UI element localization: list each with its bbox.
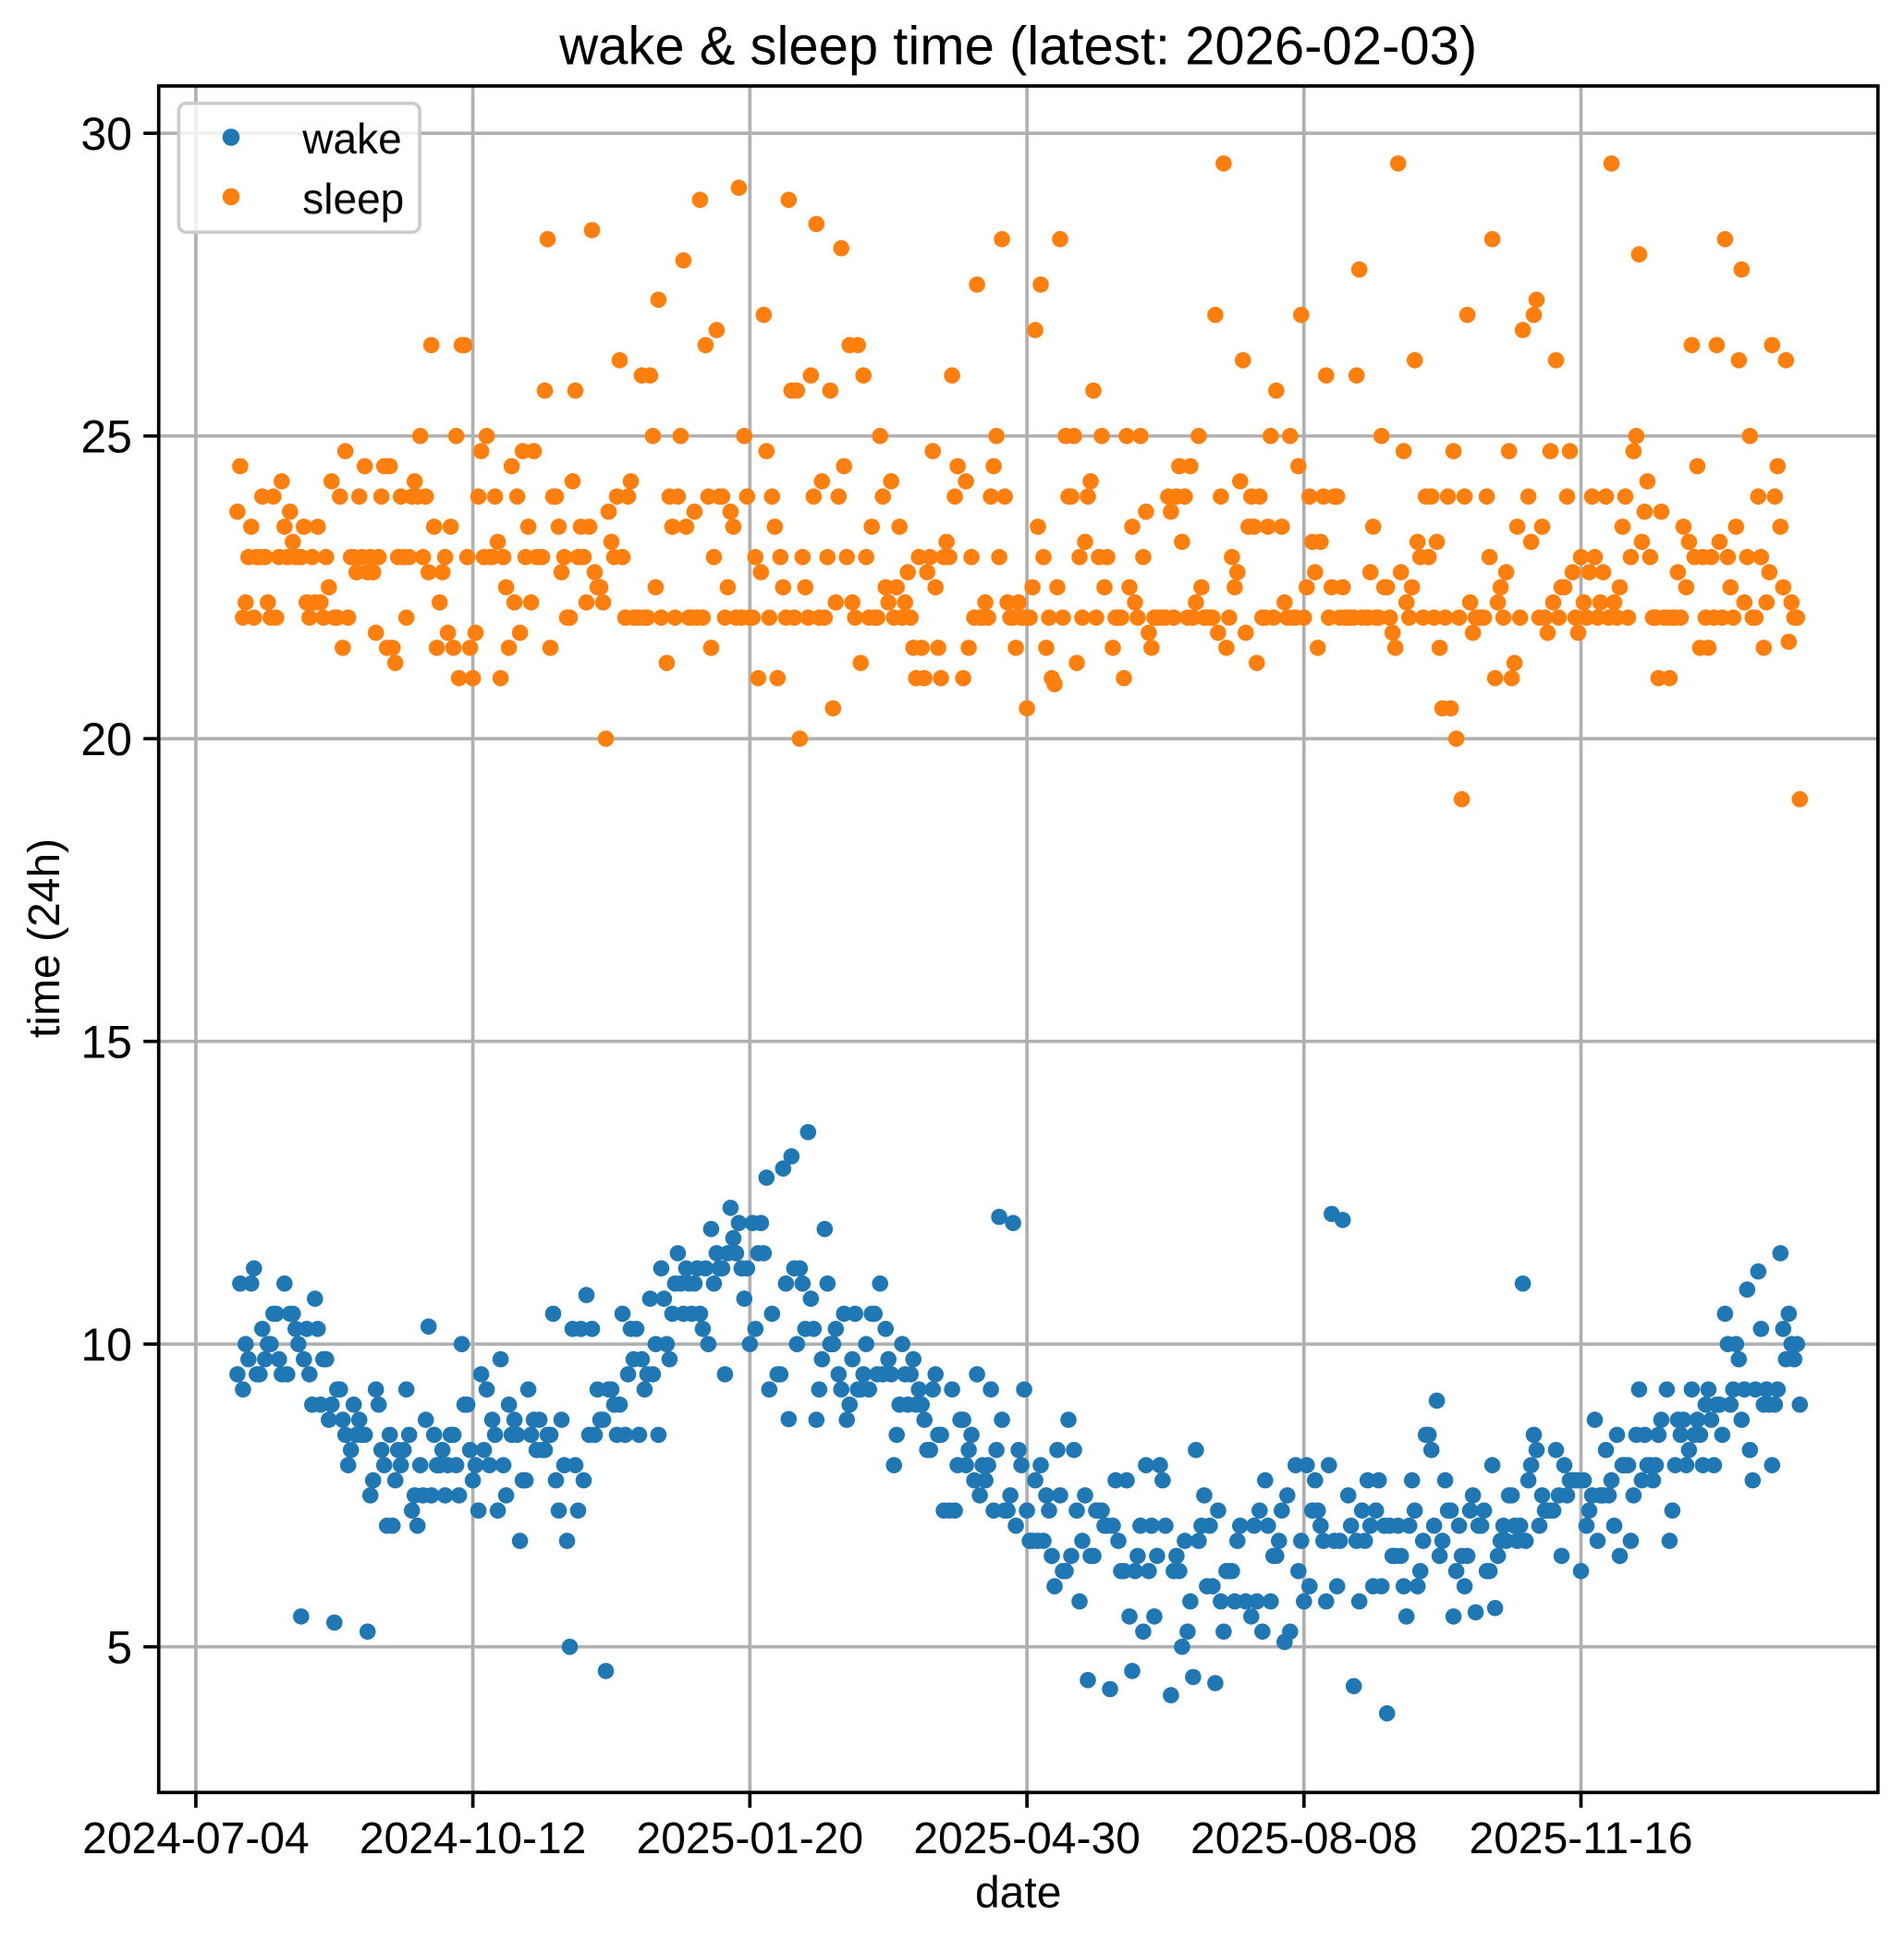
svg-text:30: 30 (80, 108, 132, 160)
svg-text:2024-07-04: 2024-07-04 (82, 1814, 310, 1863)
svg-text:20: 20 (80, 714, 132, 765)
svg-text:2025-08-08: 2025-08-08 (1190, 1814, 1418, 1863)
svg-text:2025-01-20: 2025-01-20 (637, 1814, 864, 1863)
svg-text:date: date (975, 1868, 1061, 1917)
svg-text:time (24h): time (24h) (20, 838, 69, 1038)
svg-text:wake & sleep time (latest: 202: wake & sleep time (latest: 2026-02-03) (558, 17, 1477, 77)
svg-text:5: 5 (106, 1622, 132, 1674)
svg-text:2024-10-12: 2024-10-12 (360, 1814, 587, 1863)
svg-text:2025-04-30: 2025-04-30 (913, 1814, 1141, 1863)
svg-text:15: 15 (80, 1017, 132, 1068)
svg-text:wake: wake (301, 115, 401, 163)
svg-text:sleep: sleep (302, 175, 404, 223)
svg-text:25: 25 (80, 411, 132, 463)
svg-text:10: 10 (80, 1319, 132, 1371)
svg-text:2025-11-16: 2025-11-16 (1470, 1814, 1693, 1863)
